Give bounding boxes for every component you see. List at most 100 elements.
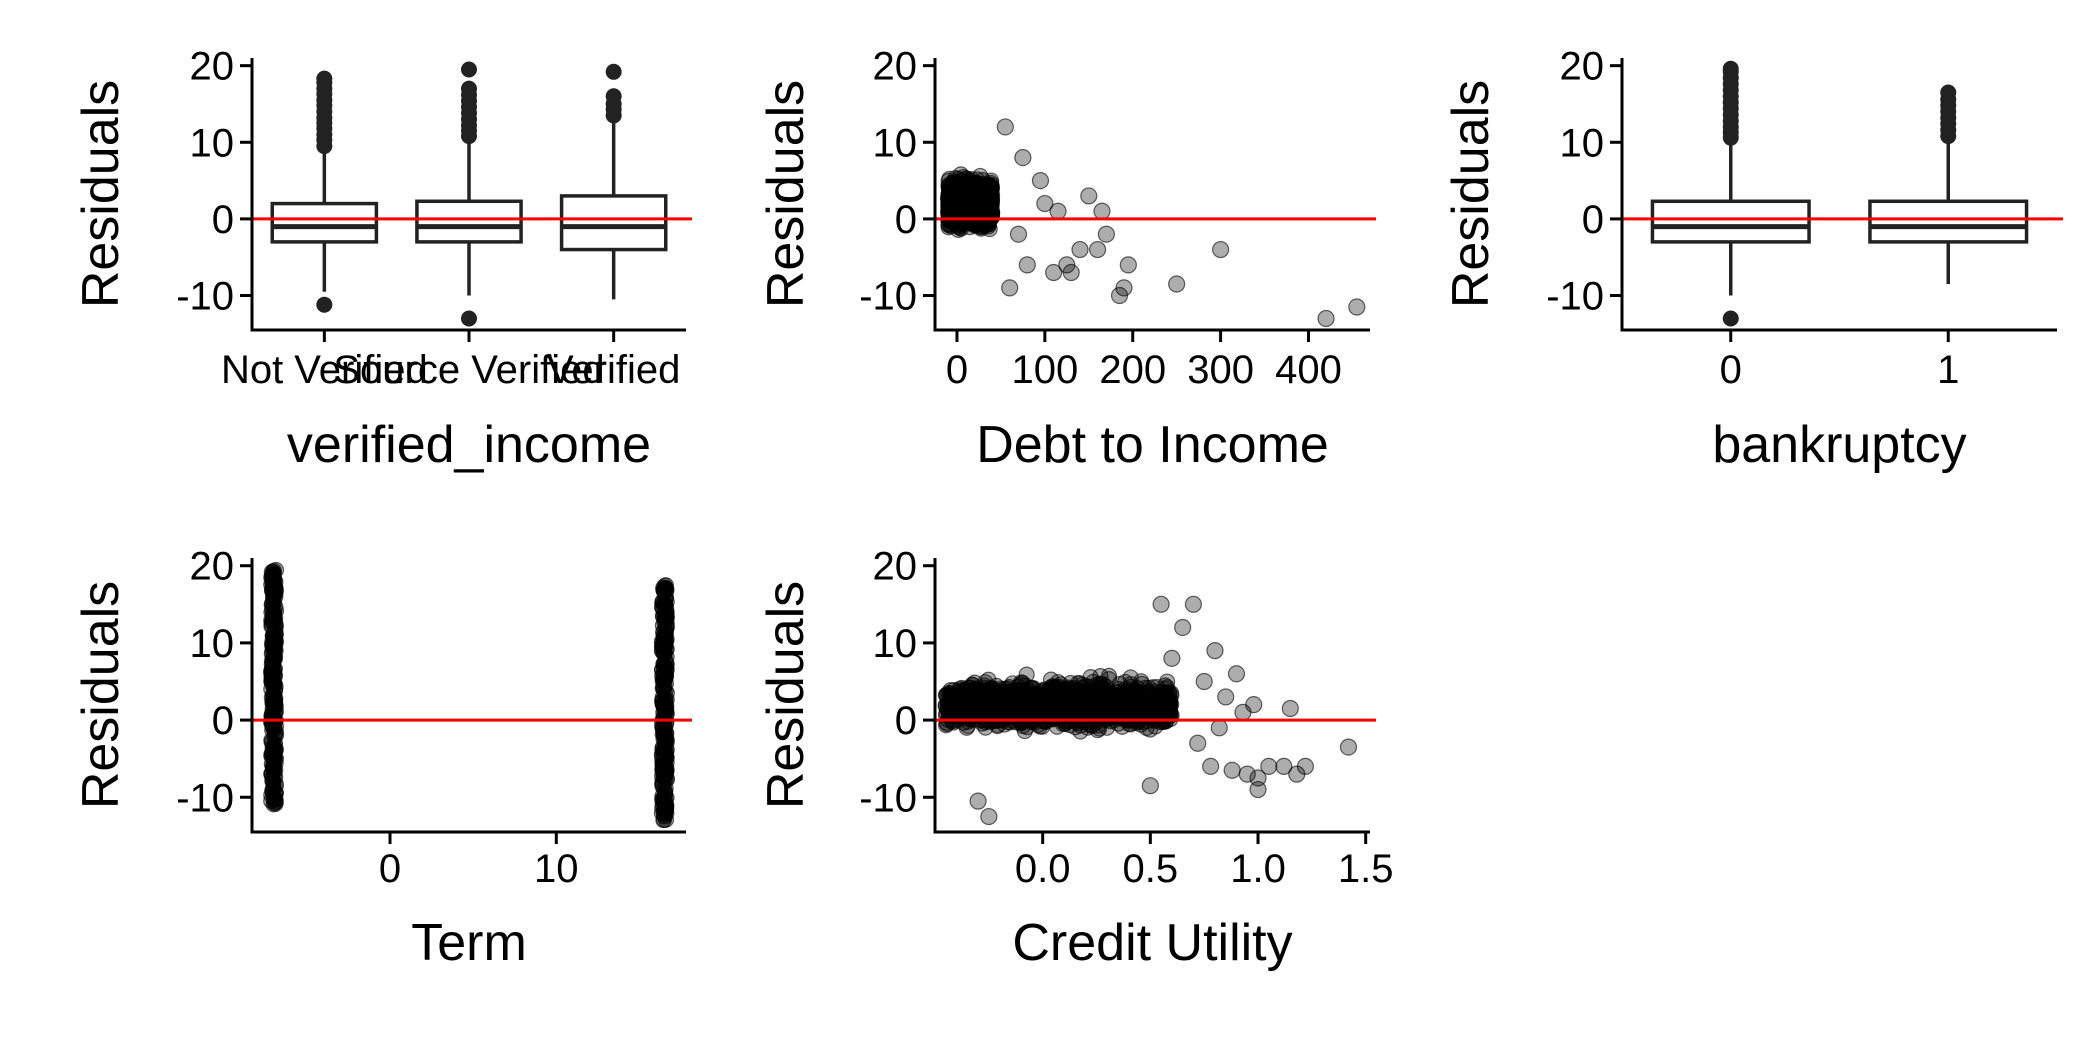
data-point xyxy=(656,581,673,598)
data-point xyxy=(1068,682,1086,699)
x-axis-label: Debt to Income xyxy=(976,416,1329,474)
data-point xyxy=(1245,696,1263,714)
data-point xyxy=(993,692,1010,709)
x-tick-label: 10 xyxy=(534,847,579,891)
x-tick-label: Verified xyxy=(547,348,680,392)
data-point xyxy=(996,118,1014,136)
data-point xyxy=(959,713,976,730)
data-point xyxy=(1049,202,1067,220)
y-tick-label: 20 xyxy=(873,45,918,89)
data-point xyxy=(1144,690,1161,708)
data-point xyxy=(1020,696,1038,713)
box-body xyxy=(415,199,523,244)
data-point xyxy=(655,730,672,748)
data-point xyxy=(1014,149,1032,167)
data-point xyxy=(1162,684,1180,702)
data-point xyxy=(265,787,282,804)
x-tick-label: 0 xyxy=(379,847,401,891)
data-point xyxy=(1093,202,1111,220)
y-tick-label: 0 xyxy=(1582,198,1604,242)
data-point xyxy=(1210,719,1228,737)
y-axis-label: Residuals xyxy=(72,581,130,809)
outlier-point xyxy=(605,88,622,105)
data-point xyxy=(978,185,995,203)
data-point xyxy=(1119,256,1137,274)
box-1 xyxy=(270,70,379,313)
data-point xyxy=(1141,777,1159,795)
data-point xyxy=(1046,678,1063,696)
y-axis-label: Residuals xyxy=(1442,80,1500,308)
box-body xyxy=(270,201,379,244)
x-tick-label: 400 xyxy=(1275,348,1342,392)
data-point xyxy=(654,692,671,709)
data-point xyxy=(263,755,280,773)
data-point xyxy=(1174,618,1192,637)
plot-area xyxy=(937,595,1358,826)
y-tick-label: 10 xyxy=(190,622,235,666)
data-point xyxy=(980,807,998,826)
x-tick-label: Not Verified xyxy=(221,348,428,392)
data-point xyxy=(952,688,969,705)
y-tick-label: 10 xyxy=(190,121,235,165)
x-tick-label: 0.0 xyxy=(1015,847,1071,891)
data-point xyxy=(1317,309,1335,328)
x-tick-label: 1 xyxy=(1937,348,1959,392)
panel-5: -10 0 10 20 0.0 0.5 1.0 1.5 Credit Utility Residu… xyxy=(757,545,1393,972)
y-axis-label: Residuals xyxy=(757,80,815,308)
panel-3: -10 0 10 20 0 1 bankruptcy Residuals xyxy=(1442,45,2063,474)
outlier-point xyxy=(316,296,333,313)
data-point xyxy=(656,767,673,784)
x-tick-label: 0 xyxy=(1720,348,1742,392)
data-point xyxy=(1071,240,1089,259)
data-point xyxy=(1115,279,1133,297)
outlier-point xyxy=(316,70,333,87)
outlier-point xyxy=(461,61,477,78)
data-point xyxy=(656,594,673,612)
data-point xyxy=(655,608,672,625)
data-point xyxy=(1009,225,1028,243)
data-point xyxy=(263,661,281,678)
y-tick-label: 20 xyxy=(873,545,918,589)
x-tick-label: 1.5 xyxy=(1338,847,1394,891)
data-point xyxy=(1212,240,1230,259)
x-axis-label: Term xyxy=(411,914,527,972)
data-point xyxy=(1202,757,1220,775)
y-tick-label: 0 xyxy=(212,699,234,743)
data-point xyxy=(655,791,672,809)
data-point xyxy=(1161,703,1178,720)
plot-area xyxy=(263,561,675,829)
y-axis-label: Residuals xyxy=(757,581,815,809)
y-tick-label: 0 xyxy=(212,198,234,242)
x-axis-label: Credit Utility xyxy=(1012,914,1292,972)
data-point xyxy=(265,611,283,628)
x-tick-label: 300 xyxy=(1187,348,1254,392)
x-tick-label: 100 xyxy=(1011,348,1078,392)
outlier-point xyxy=(1722,60,1739,77)
box-3 xyxy=(559,63,668,300)
data-point xyxy=(656,633,673,650)
x-tick-label: 1.0 xyxy=(1230,847,1286,891)
outlier-point xyxy=(605,63,622,80)
y-tick-label: 10 xyxy=(873,121,918,165)
x-axis-label: verified_income xyxy=(287,416,651,474)
y-tick-label: 20 xyxy=(190,45,235,89)
data-point xyxy=(1195,672,1213,691)
data-point xyxy=(266,698,284,715)
outlier-point xyxy=(461,310,477,327)
y-tick-label: 0 xyxy=(895,198,917,242)
y-tick-label: -10 xyxy=(176,776,234,820)
plot-area xyxy=(270,61,668,327)
box-body xyxy=(559,194,668,252)
data-point xyxy=(1163,649,1181,667)
data-point xyxy=(1128,692,1145,709)
box-2 xyxy=(415,61,523,327)
y-tick-label: -10 xyxy=(859,776,917,820)
data-point xyxy=(1080,187,1098,205)
x-tick-label: 0.5 xyxy=(1123,847,1179,891)
data-point xyxy=(1189,734,1207,752)
data-point xyxy=(1168,275,1186,293)
data-point xyxy=(1227,665,1246,683)
